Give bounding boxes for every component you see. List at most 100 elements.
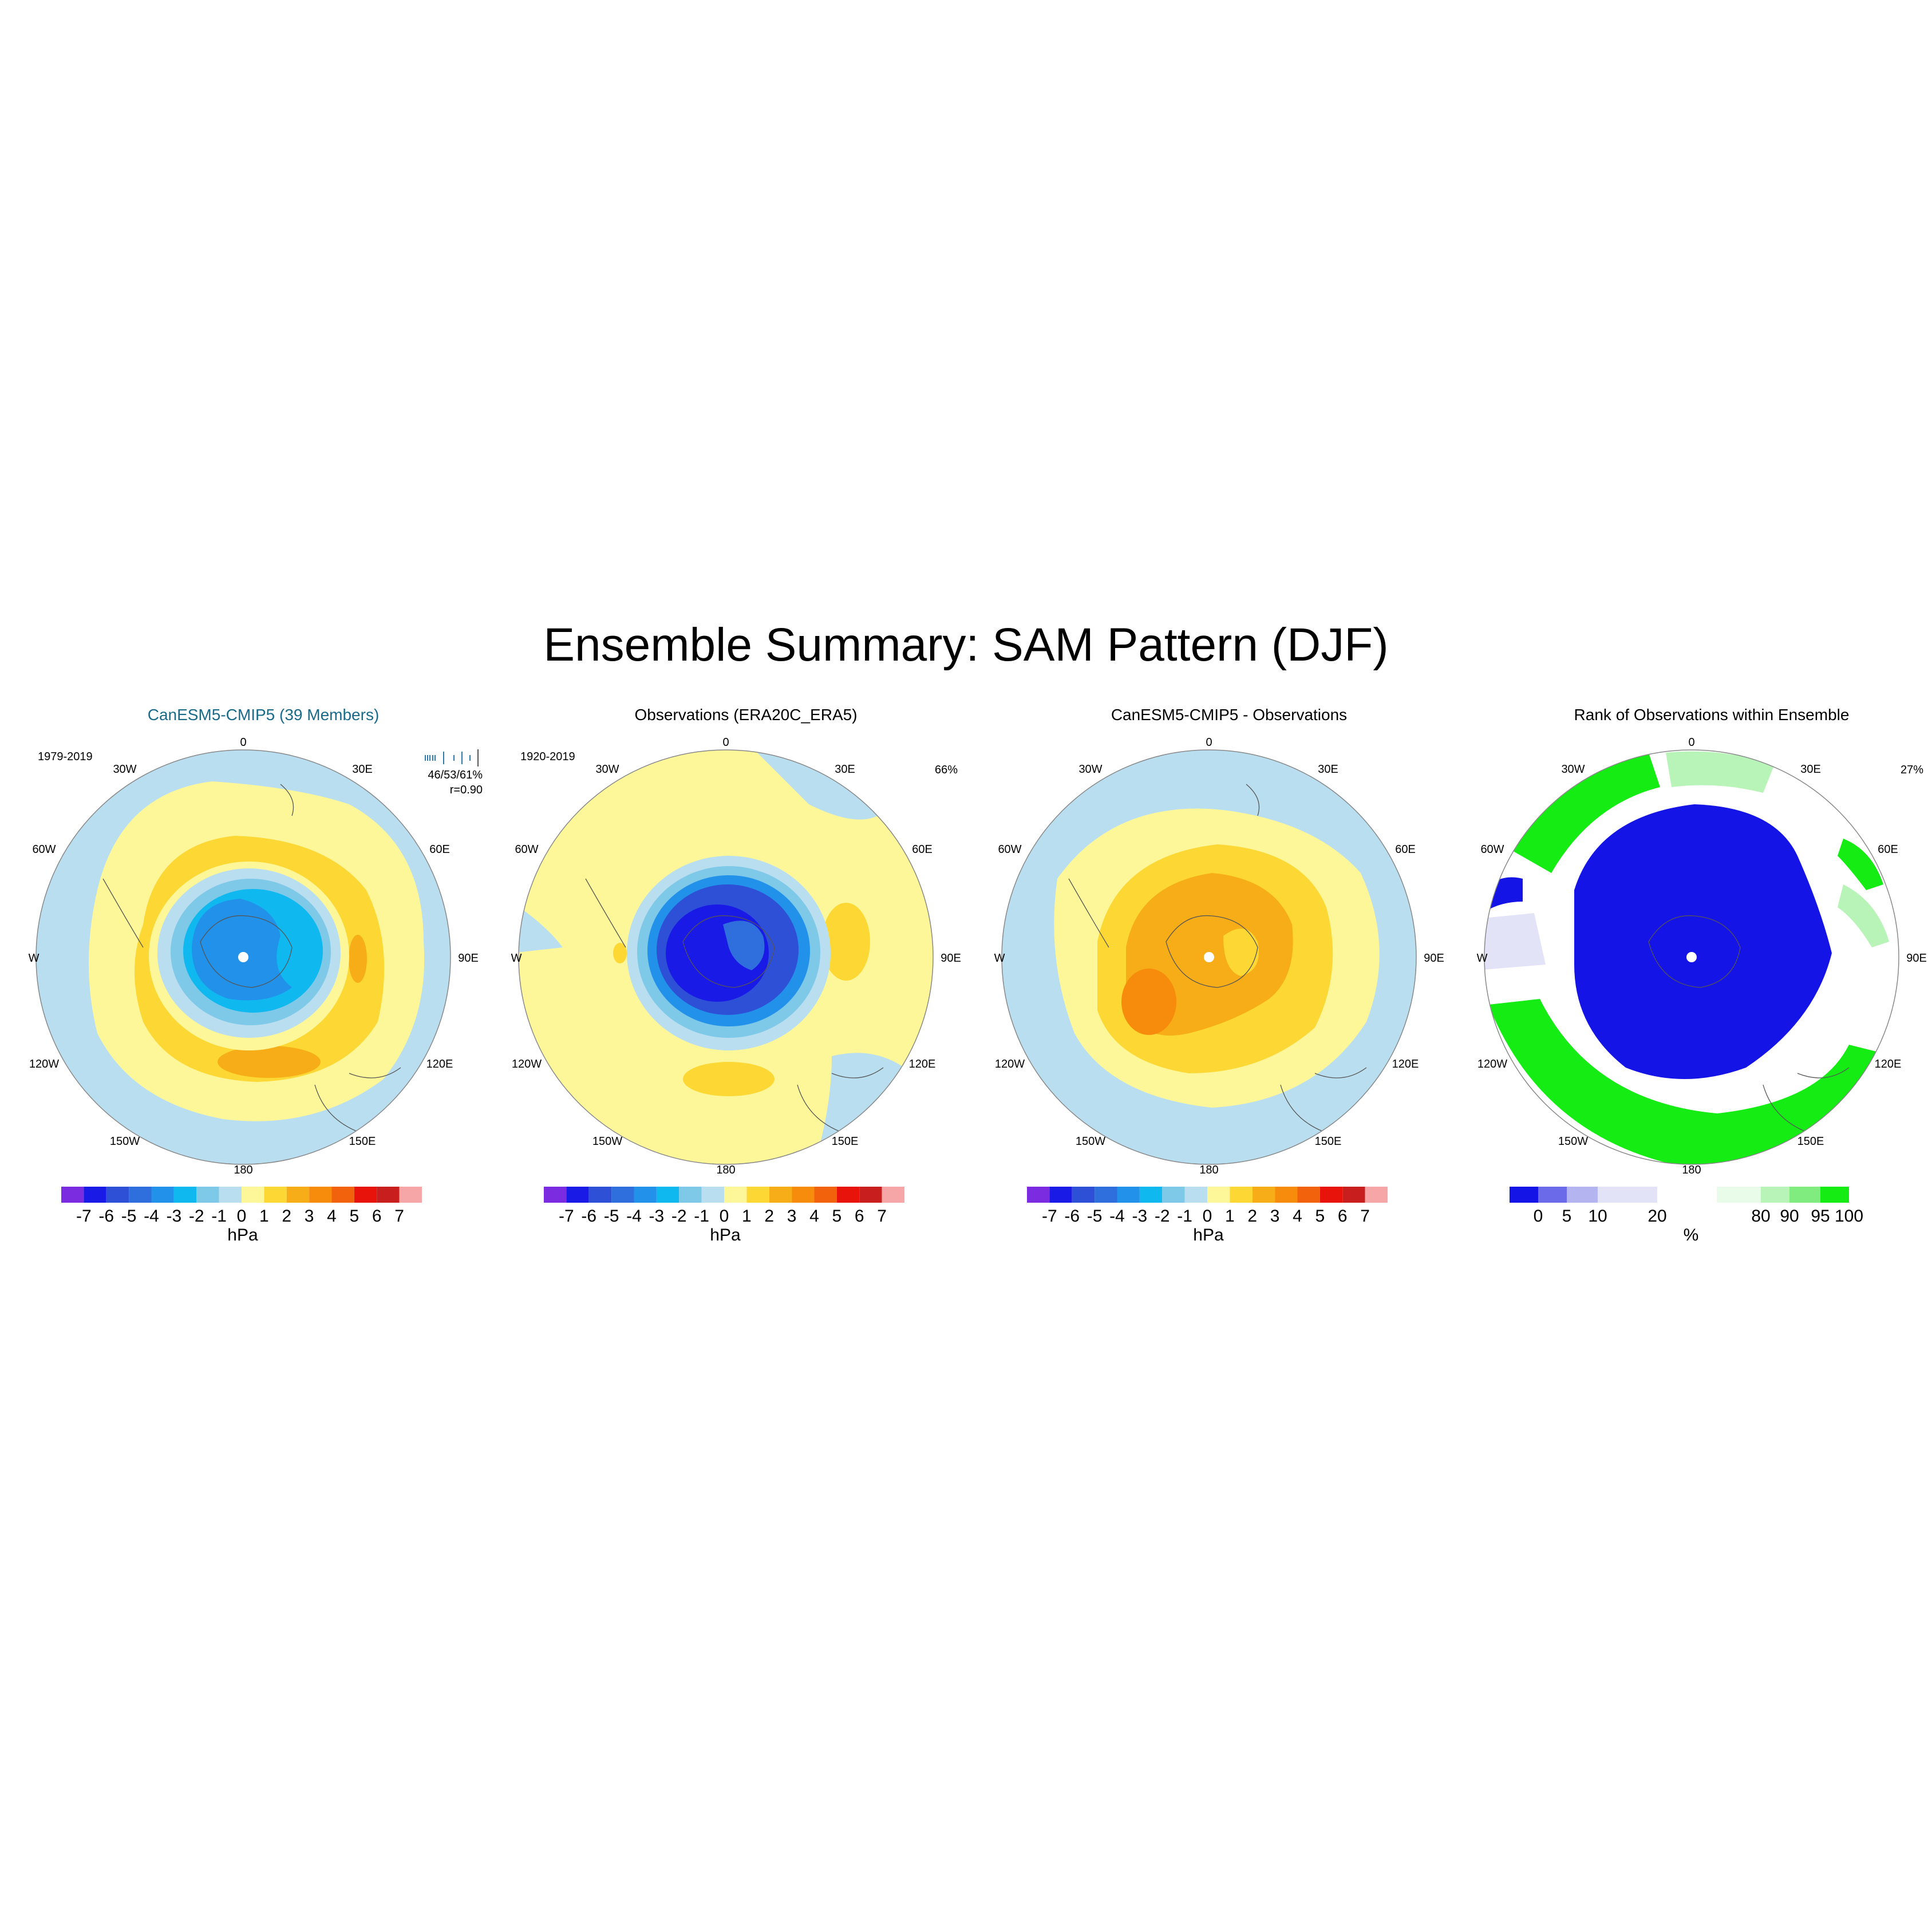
colorbar-tick-label: -6: [1064, 1207, 1080, 1226]
polar-map: 0 30E 60E 90E 120E 150E 180 150W 120W 90…: [29, 736, 479, 1176]
contour-plus1-south: [683, 1062, 775, 1096]
colorbar-swatch: [1538, 1187, 1567, 1203]
lon-label: 30E: [835, 763, 855, 776]
colorbar-tick-label: 0: [1534, 1207, 1543, 1226]
lon-label: 150E: [1797, 1135, 1824, 1148]
colorbar-swatch: [196, 1187, 219, 1203]
lon-label: 120W: [995, 1058, 1025, 1070]
lon-label: 30W: [1078, 763, 1102, 776]
colorbar-unit: %: [1684, 1226, 1699, 1244]
colorbar-tick-label: 6: [855, 1207, 864, 1226]
colorbar-tick-label: 5: [1315, 1207, 1325, 1226]
lon-label: 0: [1688, 736, 1694, 749]
lon-label: 60W: [998, 843, 1021, 856]
contour-minus4: [192, 899, 292, 1001]
colorbar-swatch: [588, 1187, 612, 1203]
colorbar-swatch: [792, 1187, 815, 1203]
colorbar-swatch: [331, 1187, 354, 1203]
colorbar-swatch: [566, 1187, 589, 1203]
colorbar: -7 -6 -5 -4 -3 -2 -1 0 1 2 3 4 5 6 7 hPa: [544, 1187, 904, 1244]
stats-correlation: r=0.90: [449, 784, 483, 796]
colorbar-swatch: [1717, 1187, 1761, 1203]
colorbar-swatch: [1319, 1187, 1343, 1203]
map-boundary: [35, 749, 451, 1165]
colorbar-swatch: [377, 1187, 400, 1203]
colorbar-tick-label: -5: [604, 1207, 619, 1226]
colorbar-swatch: [399, 1187, 422, 1203]
colorbar-unit: hPa: [710, 1226, 741, 1244]
colorbar-tick-label: 100: [1835, 1207, 1863, 1226]
colorbar-swatch: [1230, 1187, 1253, 1203]
colorbar-swatch: [286, 1187, 310, 1203]
colorbar-swatch: [724, 1187, 747, 1203]
lon-label: 90E: [458, 952, 479, 965]
lon-label: 150W: [110, 1135, 140, 1148]
contour-minus4-inner: [723, 920, 765, 970]
colorbar-tick-label: 2: [764, 1207, 774, 1226]
colorbar-swatch: [84, 1187, 106, 1203]
lon-label: 150E: [349, 1135, 376, 1148]
colorbar-tick-label: 2: [1247, 1207, 1257, 1226]
rank-blue-polar: [1574, 804, 1832, 1079]
colorbar-swatch: [1072, 1187, 1095, 1203]
lon-label: 30W: [113, 763, 136, 776]
colorbar-tick-label: 10: [1588, 1207, 1607, 1226]
panel-difference: CanESM5-CMIP5 - Observations 0 30E 60E 9…: [994, 701, 1464, 1251]
lon-label: 60E: [429, 843, 450, 856]
lon-label: 120W: [1477, 1058, 1507, 1070]
lon-label: 60E: [1878, 843, 1898, 856]
colorbar-tick-label: 0: [720, 1207, 729, 1226]
lon-label: 90W: [994, 952, 1005, 965]
colorbar-swatch: [769, 1187, 792, 1203]
colorbar-tick-label: 0: [1203, 1207, 1212, 1226]
colorbar-tick-label: 80: [1751, 1207, 1770, 1226]
lon-labels: 0 30E 60E 90E 120E 150E 180 150W 120W 90…: [511, 736, 961, 1176]
colorbar-tick-label: 3: [787, 1207, 797, 1226]
lon-label: 150E: [1315, 1135, 1342, 1148]
colorbar-tick-label: 3: [305, 1207, 314, 1226]
colorbar-tick-label: 3: [1270, 1207, 1280, 1226]
colorbar: -7 -6 -5 -4 -3 -2 -1 0 1 2 3 4 5 6 7 hPa: [61, 1187, 422, 1244]
polar-map: 0 30E 60E 90E 120E 150E 180 150W 120W 90…: [511, 736, 961, 1176]
colorbar-swatch: [1027, 1187, 1050, 1203]
rank-lightgreen-east: [1838, 884, 1889, 947]
colorbar-tick-label: 20: [1647, 1207, 1666, 1226]
panel-title: CanESM5-CMIP5 - Observations: [1111, 706, 1348, 724]
map-boundary: [518, 749, 934, 1165]
colorbar-swatch: [1162, 1187, 1185, 1203]
colorbar-swatch: [1365, 1187, 1388, 1203]
colorbar-swatch: [1657, 1187, 1717, 1203]
coastline: [1068, 784, 1367, 1137]
colorbar-swatch: [173, 1187, 197, 1203]
colorbar-tick-label: -2: [1155, 1207, 1170, 1226]
lon-label: 60W: [1480, 843, 1504, 856]
colorbar-swatch: [1275, 1187, 1298, 1203]
lon-label: 30W: [595, 763, 619, 776]
colorbar-tick-label: 1: [259, 1207, 269, 1226]
lon-label: 150W: [1076, 1135, 1105, 1148]
polar-map: 0 30E 60E 90E 120E 150E 180 150W 120W 90…: [994, 736, 1444, 1176]
lon-label: 150E: [832, 1135, 859, 1148]
lon-label: 90E: [1424, 952, 1444, 965]
colorbar-swatch: [106, 1187, 129, 1203]
colorbar-tick-label: 4: [809, 1207, 819, 1226]
lon-label: 180: [234, 1164, 252, 1176]
colorbar-swatch: [679, 1187, 702, 1203]
colorbar-swatch: [219, 1187, 242, 1203]
colorbar-swatch: [746, 1187, 769, 1203]
colorbar-swatch: [701, 1187, 724, 1203]
colorbar-tick-label: -1: [694, 1207, 709, 1226]
lon-label: 30E: [1318, 763, 1338, 776]
lon-label: 60W: [32, 843, 56, 856]
colorbar-tick-label: 6: [1338, 1207, 1348, 1226]
colorbar-swatch: [309, 1187, 332, 1203]
colorbar-tick-label: 1: [742, 1207, 752, 1226]
map-boundary: [1484, 749, 1899, 1165]
lon-label: 180: [1682, 1164, 1701, 1176]
colorbar-tick-label: 5: [350, 1207, 359, 1226]
contour-plus1-inner: [1223, 929, 1259, 976]
lon-label: 180: [716, 1164, 735, 1176]
lon-label: 60W: [515, 843, 538, 856]
polar-map: 0 30E 60E 90E 120E 150E 180 150W 120W 90…: [1477, 736, 1927, 1176]
rank-lightgreen-north: [1666, 751, 1775, 793]
